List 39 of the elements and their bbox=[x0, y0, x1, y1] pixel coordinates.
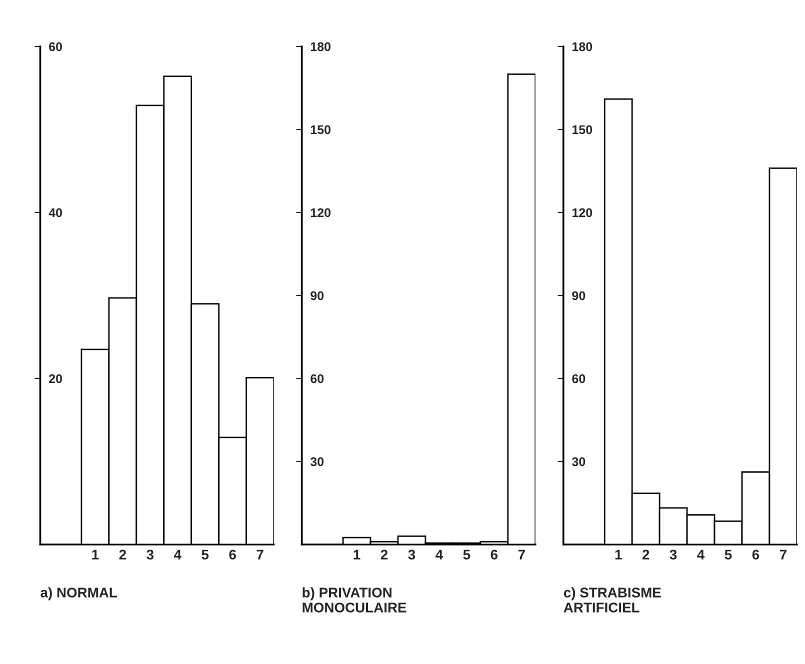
y-tick-label: 150 bbox=[572, 125, 592, 134]
x-tick-label: 2 bbox=[380, 550, 388, 560]
x-tick-label: 6 bbox=[229, 550, 236, 560]
y-tick-label: 60 bbox=[572, 374, 586, 384]
x-tick-label: 3 bbox=[670, 550, 677, 560]
x-tick-label: 4 bbox=[174, 550, 182, 560]
x-tick-label: 7 bbox=[518, 550, 525, 560]
x-tick-label: 6 bbox=[490, 550, 498, 560]
y-tick-label: 60 bbox=[49, 42, 62, 52]
x-axis-title: a) NORMAL bbox=[40, 587, 117, 600]
y-tick-label: 40 bbox=[48, 208, 62, 218]
y-tick-label: 30 bbox=[310, 457, 324, 466]
y-tick-label: 90 bbox=[310, 291, 324, 300]
x-tick-label: 1 bbox=[615, 550, 622, 560]
x-tick-label: 5 bbox=[724, 550, 732, 560]
x-tick-label: 2 bbox=[119, 550, 126, 560]
y-tick-label: 90 bbox=[572, 291, 586, 300]
x-tick-label: 5 bbox=[202, 550, 209, 560]
x-tick-label: 7 bbox=[780, 550, 786, 560]
x-tick-label: 3 bbox=[146, 550, 154, 560]
y-tick-label: 120 bbox=[310, 208, 330, 218]
y-tick-label: 20 bbox=[49, 374, 62, 384]
x-tick-label: 2 bbox=[642, 550, 650, 560]
y-tick-label: 30 bbox=[572, 457, 586, 466]
x-tick-label: 4 bbox=[697, 550, 705, 560]
x-tick-label: 5 bbox=[463, 550, 470, 560]
x-tick-label: 4 bbox=[436, 550, 443, 560]
x-tick-label: 3 bbox=[408, 550, 416, 560]
x-axis-title: b) PRIVATION MONOCULAIRE bbox=[302, 587, 406, 612]
x-tick-label: 7 bbox=[256, 550, 264, 560]
y-tick-label: 180 bbox=[572, 42, 592, 52]
x-axis-title: c) STRABISME ARTIFICIEL bbox=[564, 587, 661, 612]
y-tick-label: 180 bbox=[310, 42, 330, 52]
x-tick-label: 1 bbox=[354, 550, 360, 560]
y-tick-label: 120 bbox=[572, 208, 592, 218]
x-tick-label: 6 bbox=[752, 550, 760, 560]
y-tick-label: 150 bbox=[310, 125, 330, 134]
x-tick-label: 1 bbox=[92, 550, 99, 560]
y-tick-label: 60 bbox=[310, 374, 324, 384]
